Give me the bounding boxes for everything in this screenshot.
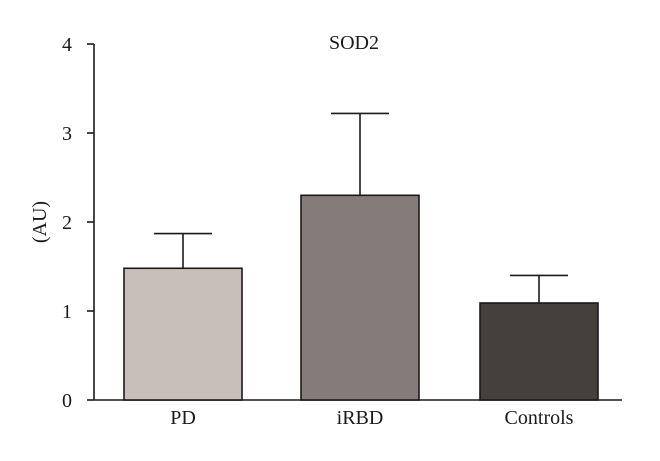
bar-irbd bbox=[300, 194, 420, 401]
bar-pd bbox=[123, 267, 243, 401]
y-tick-label: 2 bbox=[62, 212, 72, 234]
y-axis-title: (AU) bbox=[29, 201, 51, 243]
x-axis-labels: PD iRBD Controls bbox=[170, 407, 573, 429]
y-tick-label: 0 bbox=[62, 390, 72, 412]
bar-series bbox=[123, 112, 599, 401]
chart-title: SOD2 bbox=[329, 32, 379, 54]
y-tick-label: 1 bbox=[62, 301, 72, 323]
bar-controls bbox=[479, 302, 599, 401]
x-tick-label: Controls bbox=[505, 407, 574, 429]
x-tick-label: PD bbox=[170, 407, 196, 429]
y-tick-label: 3 bbox=[62, 123, 72, 145]
y-tick-label: 4 bbox=[62, 34, 72, 56]
y-axis-ticks: 0 1 2 3 4 bbox=[62, 34, 94, 412]
x-tick-label: iRBD bbox=[337, 407, 384, 429]
